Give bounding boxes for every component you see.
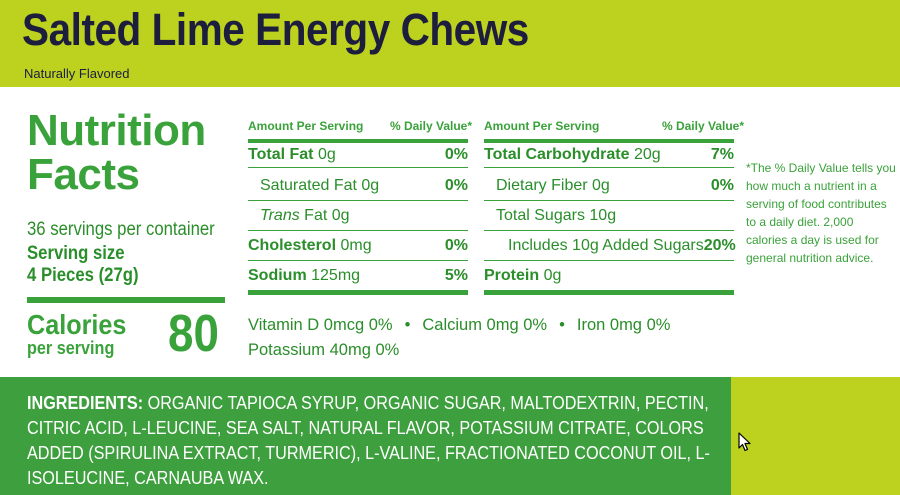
nutrient-table-right: Amount Per Serving % Daily Value* Total … [484,87,744,307]
ingredients-list: ORGANIC TAPIOCA SYRUP, ORGANIC SUGAR, MA… [27,393,710,488]
serving-size-value: 4 Pieces (27g) [27,265,139,286]
column-header-amount: Amount Per Serving [484,119,600,133]
nutrient-row: Sodium 125mg 5% [248,262,468,295]
nutrient-row: Total Sugars 10g [484,202,734,231]
nutrient-row: Cholesterol 0mg 0% [248,232,468,261]
nutrient-row: Total Fat 0g 0% [248,139,468,168]
column-header-daily-value: % Daily Value* [389,119,472,133]
nutrition-facts-panel: Nutrition Facts 36 servings per containe… [0,87,900,377]
servings-per-container: 36 servings per container [27,219,215,240]
nutrient-row: Trans Fat 0g [248,202,468,231]
vitamin-d: Vitamin D 0mcg 0% [248,316,393,334]
calories-per-serving: per serving [27,338,115,358]
bullet-separator: • [404,316,411,334]
product-subtitle: Naturally Flavored [24,66,130,81]
calories-value: 80 [168,305,219,363]
ingredients-panel: INGREDIENTS: ORGANIC TAPIOCA SYRUP, ORGA… [0,377,731,495]
mouse-pointer-icon [738,432,752,457]
nutrition-facts-heading: Nutrition Facts [27,106,206,199]
daily-value-footnote: *The % Daily Value tells you how much a … [746,161,896,265]
nutrient-row: Total Carbohydrate 20g 7% [484,139,734,168]
potassium: Potassium 40mg 0% [248,341,400,359]
serving-size-label: Serving size [27,243,125,264]
nutrient-table-left: Amount Per Serving % Daily Value* Total … [248,87,472,307]
column-header-amount: Amount Per Serving [248,119,364,133]
ingredients-label: INGREDIENTS: [27,393,144,413]
divider [27,297,225,303]
ingredients-text: INGREDIENTS: ORGANIC TAPIOCA SYRUP, ORGA… [27,391,720,491]
nutrient-row: Protein 0g [484,262,734,295]
column-header-daily-value: % Daily Value* [661,119,744,133]
vitamins-minerals: Vitamin D 0mcg 0% • Calcium 0mg 0% • Iron 0m… [248,313,738,363]
calories-label: Calories [27,309,127,340]
nutrient-row: Includes 10g Added Sugars 20% [484,232,736,261]
product-title: Salted Lime Energy Chews [22,4,529,55]
nutrient-row: Dietary Fiber 0g 0% [484,172,734,201]
nutrient-row: Saturated Fat 0g 0% [248,172,468,201]
calcium: Calcium 0mg 0% [422,316,548,334]
iron: Iron 0mg 0% [576,316,671,334]
bullet-separator: • [559,316,565,334]
